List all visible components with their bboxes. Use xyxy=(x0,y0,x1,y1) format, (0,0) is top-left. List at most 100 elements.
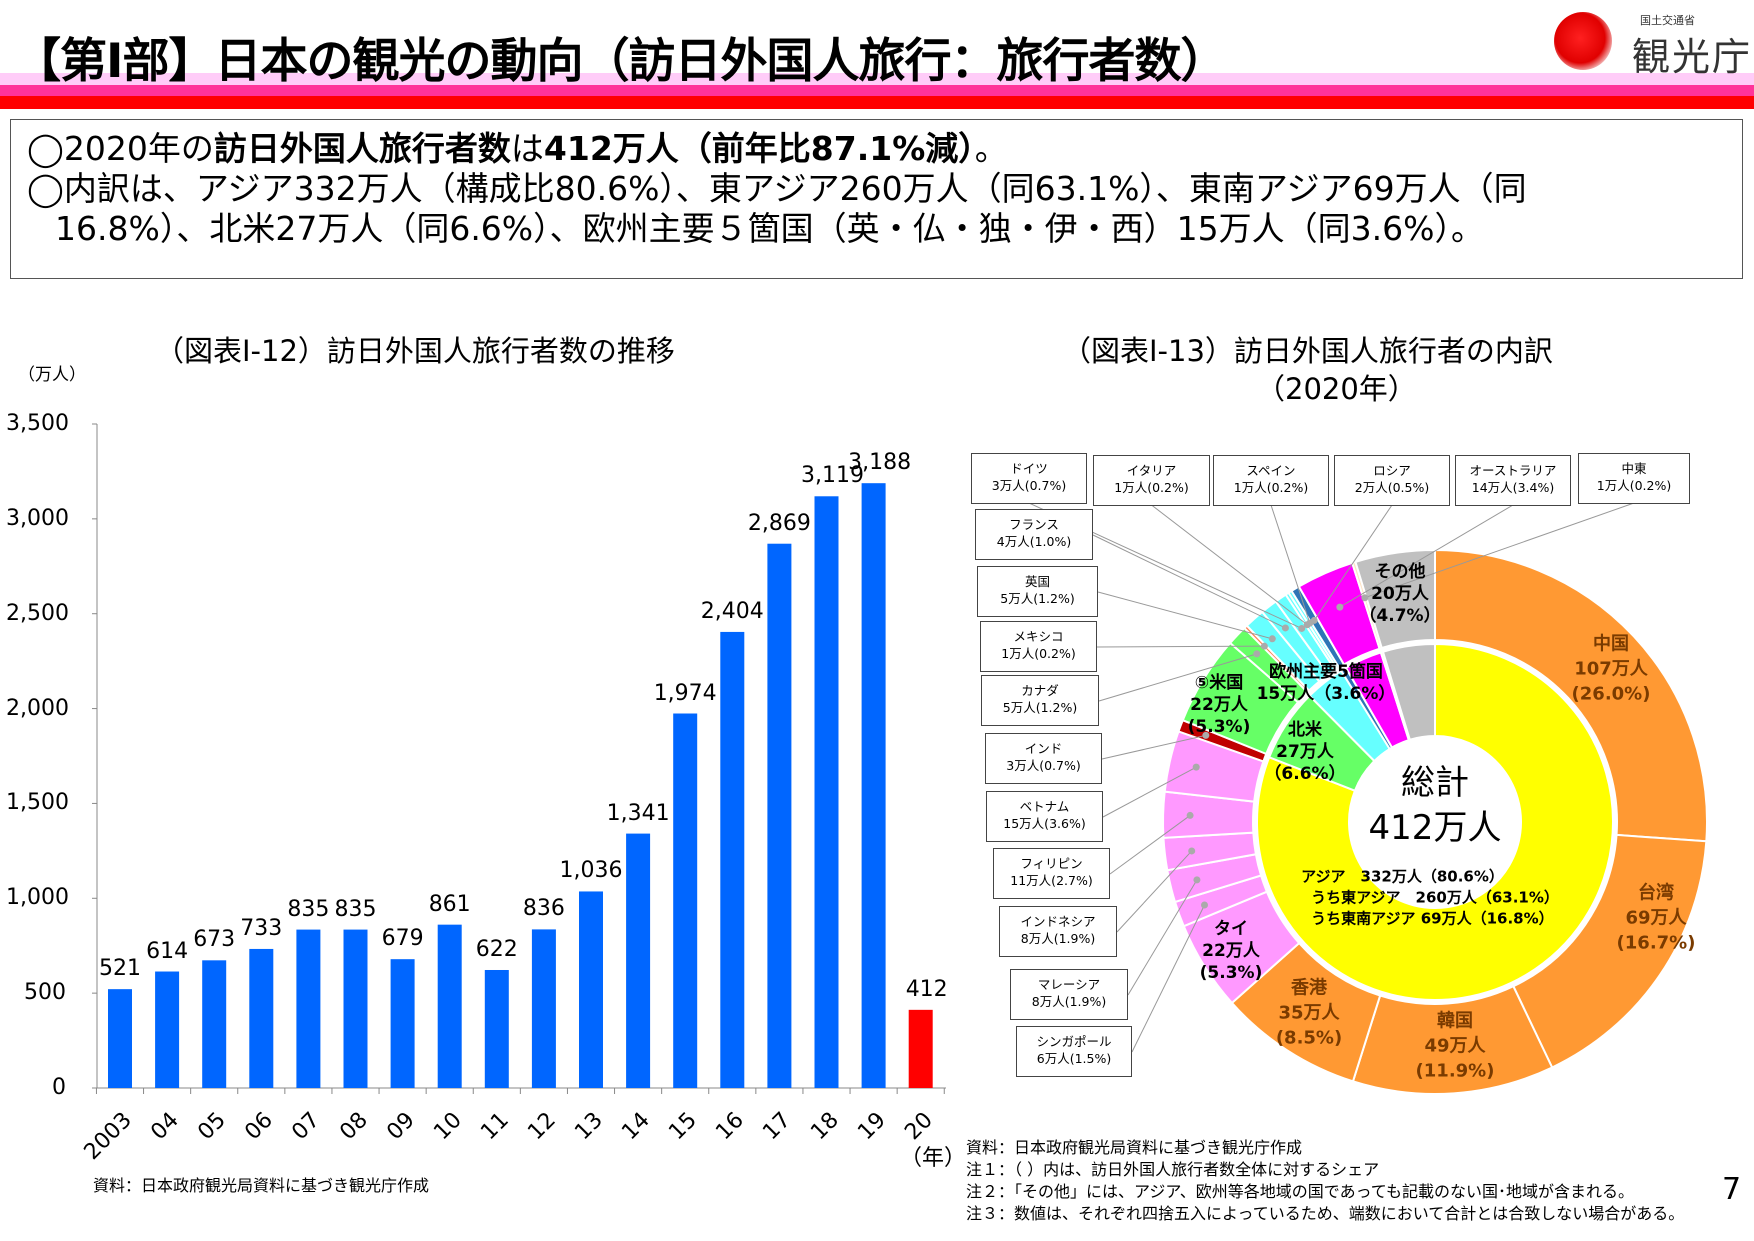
leader-line xyxy=(1097,591,1273,640)
slice-label-pct: (8.5%) xyxy=(1275,1027,1343,1049)
bar-13 xyxy=(579,891,603,1088)
callout-マレーシア: マレーシア 8万人(1.9%) xyxy=(1010,969,1128,1020)
outer-ring-slice xyxy=(1434,548,1708,843)
donut-chart-title: （図表Ⅰ-13）訪日外国人旅行者の内訳 xyxy=(1062,334,1553,368)
slice-label-タイ: タイ 22万人 (5.3%) xyxy=(1200,918,1263,984)
bar-chart-y-unit: （万人） xyxy=(18,365,86,385)
y-tick-label: 2,500 xyxy=(6,600,69,626)
outer-ring-slice xyxy=(1354,548,1436,650)
asia-summary-block: アジア 332万人（80.6%） うち東アジア 260万人（63.1%） うち東… xyxy=(1301,867,1559,930)
slice-label-name: 北米 xyxy=(1288,720,1322,740)
bar-chart-title: （図表Ⅰ-12）訪日外国人旅行者数の推移 xyxy=(155,334,675,368)
slice-label-pct: (5.3%) xyxy=(1199,963,1263,983)
leader-line xyxy=(1364,502,1635,599)
bar-value-label: 679 xyxy=(381,926,424,952)
bar-value-label: 1,341 xyxy=(606,800,670,826)
bar-05 xyxy=(202,960,227,1088)
leader-line xyxy=(1092,534,1286,629)
callout-name: フィリピン xyxy=(1020,856,1083,871)
callout-value: 15万人(3.6%) xyxy=(1003,816,1086,831)
callout-イタリア: イタリア 1万人(0.2%) xyxy=(1093,455,1210,506)
leader-dot xyxy=(1310,616,1318,624)
leader-line xyxy=(1270,504,1311,624)
leader-dot xyxy=(1202,731,1210,739)
summary-line-2: ◯内訳は、アジア332万人（構成比80.6%）、東アジア260万人（同63.1%… xyxy=(27,169,1527,208)
callout-value: 1万人(0.2%) xyxy=(1596,478,1672,493)
bar-value-label: 412 xyxy=(905,976,948,1002)
bar-value-label: 3,188 xyxy=(848,450,912,476)
bar-15 xyxy=(673,713,698,1088)
callout-カナダ: カナダ 5万人(1.2%) xyxy=(981,675,1099,726)
slice-label-value: 20万人 xyxy=(1371,584,1429,604)
callout-インドネシア: インドネシア 8万人(1.9%) xyxy=(999,906,1117,957)
logo-ministry-text: 国土交通省 xyxy=(1640,14,1695,27)
callout-フィリピン: フィリピン 11万人(2.7%) xyxy=(993,848,1110,899)
bar-20 xyxy=(908,1009,933,1088)
slice-label-name: 台湾 xyxy=(1638,882,1674,904)
leader-dot xyxy=(1200,901,1208,909)
bar-value-label: 521 xyxy=(99,956,141,982)
y-tick-label: 500 xyxy=(24,980,66,1006)
slice-label-台湾: 台湾 69万人 (16.7%) xyxy=(1617,881,1696,956)
note-3: 注３：数値は、それぞれ四捨五入によっているため、端数において合計とは合致しない場… xyxy=(966,1204,1685,1223)
bar-value-label: 614 xyxy=(146,938,189,964)
leader-dot xyxy=(1193,876,1201,884)
bar-06 xyxy=(249,948,274,1088)
slice-label-香港: 香港 35万人 (8.5%) xyxy=(1276,976,1342,1051)
callout-ドイツ: ドイツ 3万人(0.7%) xyxy=(971,453,1087,504)
callout-name: オーストラリア xyxy=(1469,463,1557,478)
leader-line xyxy=(1116,850,1193,933)
slice-label-その他: その他 20万人 （4.7%） xyxy=(1359,561,1440,627)
callout-value: 1万人(0.2%) xyxy=(1114,480,1189,495)
bar-value-label: 861 xyxy=(428,891,471,917)
slice-label-name: 中国 xyxy=(1593,633,1629,655)
leader-line xyxy=(1102,766,1197,818)
bar-14 xyxy=(626,833,651,1088)
slice-label-value: 107万人 xyxy=(1574,658,1648,680)
bar-11 xyxy=(484,969,509,1088)
leader-line xyxy=(1096,645,1265,648)
bar-08 xyxy=(343,929,368,1088)
bar-value-label: 1,974 xyxy=(653,680,717,706)
leader-dot xyxy=(1281,624,1289,632)
note-1: 注１：（ ）内は、訪日外国人旅行者数全体に対するシェア xyxy=(966,1160,1380,1179)
bar-value-label: 2,869 xyxy=(747,510,811,536)
slice-label-value: 69万人 xyxy=(1625,907,1687,929)
donut-center-label: 総計 xyxy=(1401,763,1469,803)
slice-label-欧州主要5箇国: 欧州主要5箇国 15万人（3.6%） xyxy=(1257,661,1396,705)
slice-label-name: 韓国 xyxy=(1437,1010,1473,1032)
callout-name: インドネシア xyxy=(1020,914,1096,929)
callout-インド: インド 3万人(0.7%) xyxy=(985,733,1102,784)
bar-value-label: 673 xyxy=(193,927,236,953)
callout-シンガポール: シンガポール 6万人(1.5%) xyxy=(1016,1026,1132,1077)
callout-value: 4万人(1.0%) xyxy=(996,534,1072,549)
callout-中東: 中東 1万人(0.2%) xyxy=(1578,453,1690,504)
callout-メキシコ: メキシコ 1万人(0.2%) xyxy=(980,621,1097,672)
bar-value-label: 622 xyxy=(475,936,518,962)
bar-value-label: 835 xyxy=(287,896,330,922)
callout-value: 6万人(1.5%) xyxy=(1036,1051,1112,1066)
callout-value: 2万人(0.5%) xyxy=(1354,480,1430,495)
slice-label-value: 15万人（3.6%） xyxy=(1256,684,1396,704)
bar-17 xyxy=(767,543,792,1088)
slice-label-pct: (26.0%) xyxy=(1571,683,1651,705)
y-tick-label: 1,500 xyxy=(6,790,69,816)
header-band-pink xyxy=(0,85,1754,96)
donut-chart-subtitle: （2020年） xyxy=(1256,372,1417,406)
slice-label-value: 22万人 xyxy=(1190,695,1248,715)
callout-オーストラリア: オーストラリア 14万人(3.4%) xyxy=(1455,455,1571,506)
leader-dot xyxy=(1336,603,1344,611)
slice-label-value: 35万人 xyxy=(1278,1002,1340,1024)
y-tick-label: 3,000 xyxy=(6,505,69,531)
bar-16 xyxy=(720,631,745,1088)
y-tick-label: 0 xyxy=(52,1075,66,1100)
bar-chart-x-unit: （年） xyxy=(900,1146,967,1171)
bar-19 xyxy=(861,483,886,1088)
summary-box: ◯2020年の訪日外国人旅行者数は412万人（前年比87.1%減）。 ◯内訳は、… xyxy=(10,119,1743,279)
logo-circle-icon xyxy=(1554,12,1612,70)
leader-line xyxy=(1101,734,1206,760)
callout-name: メキシコ xyxy=(1013,629,1064,644)
bar-04 xyxy=(155,971,180,1088)
leader-line xyxy=(1127,879,1198,996)
slice-label-⑤米国: ⑤米国 22万人 (5.3%) xyxy=(1188,672,1251,738)
